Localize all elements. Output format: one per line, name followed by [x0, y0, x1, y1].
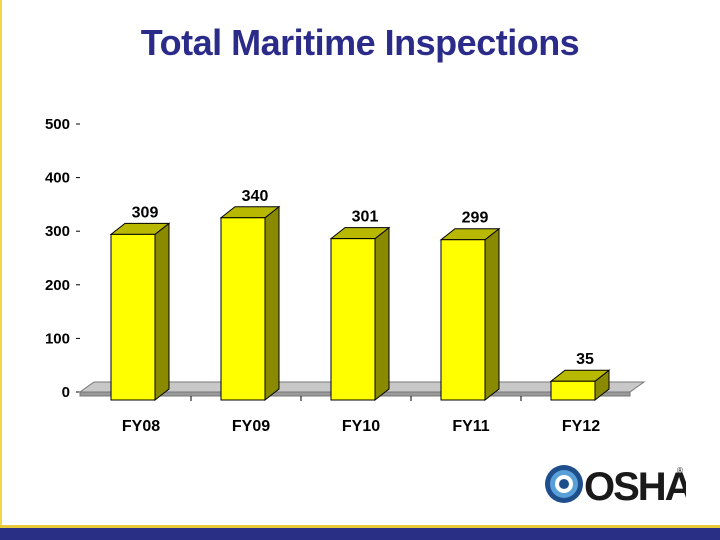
- data-label: 301: [352, 209, 379, 226]
- data-label: 299: [462, 210, 489, 227]
- bar-side: [484, 227, 500, 402]
- x-tick-label: FY11: [452, 418, 489, 435]
- data-label: 309: [132, 204, 159, 221]
- x-tick-label: FY08: [122, 418, 160, 435]
- registered-mark: ®: [677, 466, 683, 475]
- x-tick-label: FY12: [562, 418, 600, 435]
- bar: [330, 238, 376, 401]
- y-tick-label: 100: [45, 330, 70, 347]
- data-label: 35: [576, 351, 594, 368]
- bar: [550, 380, 596, 401]
- y-tick-label: 0: [62, 384, 70, 401]
- bar: [440, 239, 486, 401]
- osha-logo: OSHA ®: [545, 465, 686, 506]
- bar-side: [264, 205, 280, 402]
- bottom-stripe: [0, 525, 720, 528]
- bar: [220, 217, 266, 401]
- y-tick-label: 200: [45, 277, 70, 294]
- slide-title: Total Maritime Inspections: [140, 22, 580, 63]
- left-accent-rule: [0, 0, 2, 528]
- data-label: 340: [242, 188, 269, 205]
- bar: [110, 233, 156, 401]
- osha-wordmark: OSHA: [584, 465, 686, 506]
- bar-side: [374, 226, 390, 402]
- x-tick-label: FY09: [232, 418, 270, 435]
- x-tick-label: FY10: [342, 418, 380, 435]
- bottom-bar: [0, 528, 720, 540]
- y-tick-label: 400: [45, 170, 70, 187]
- osha-swirl-icon: [545, 465, 583, 503]
- y-tick-label: 300: [45, 223, 70, 240]
- bar-side: [154, 222, 170, 402]
- y-tick-label: 500: [45, 116, 70, 133]
